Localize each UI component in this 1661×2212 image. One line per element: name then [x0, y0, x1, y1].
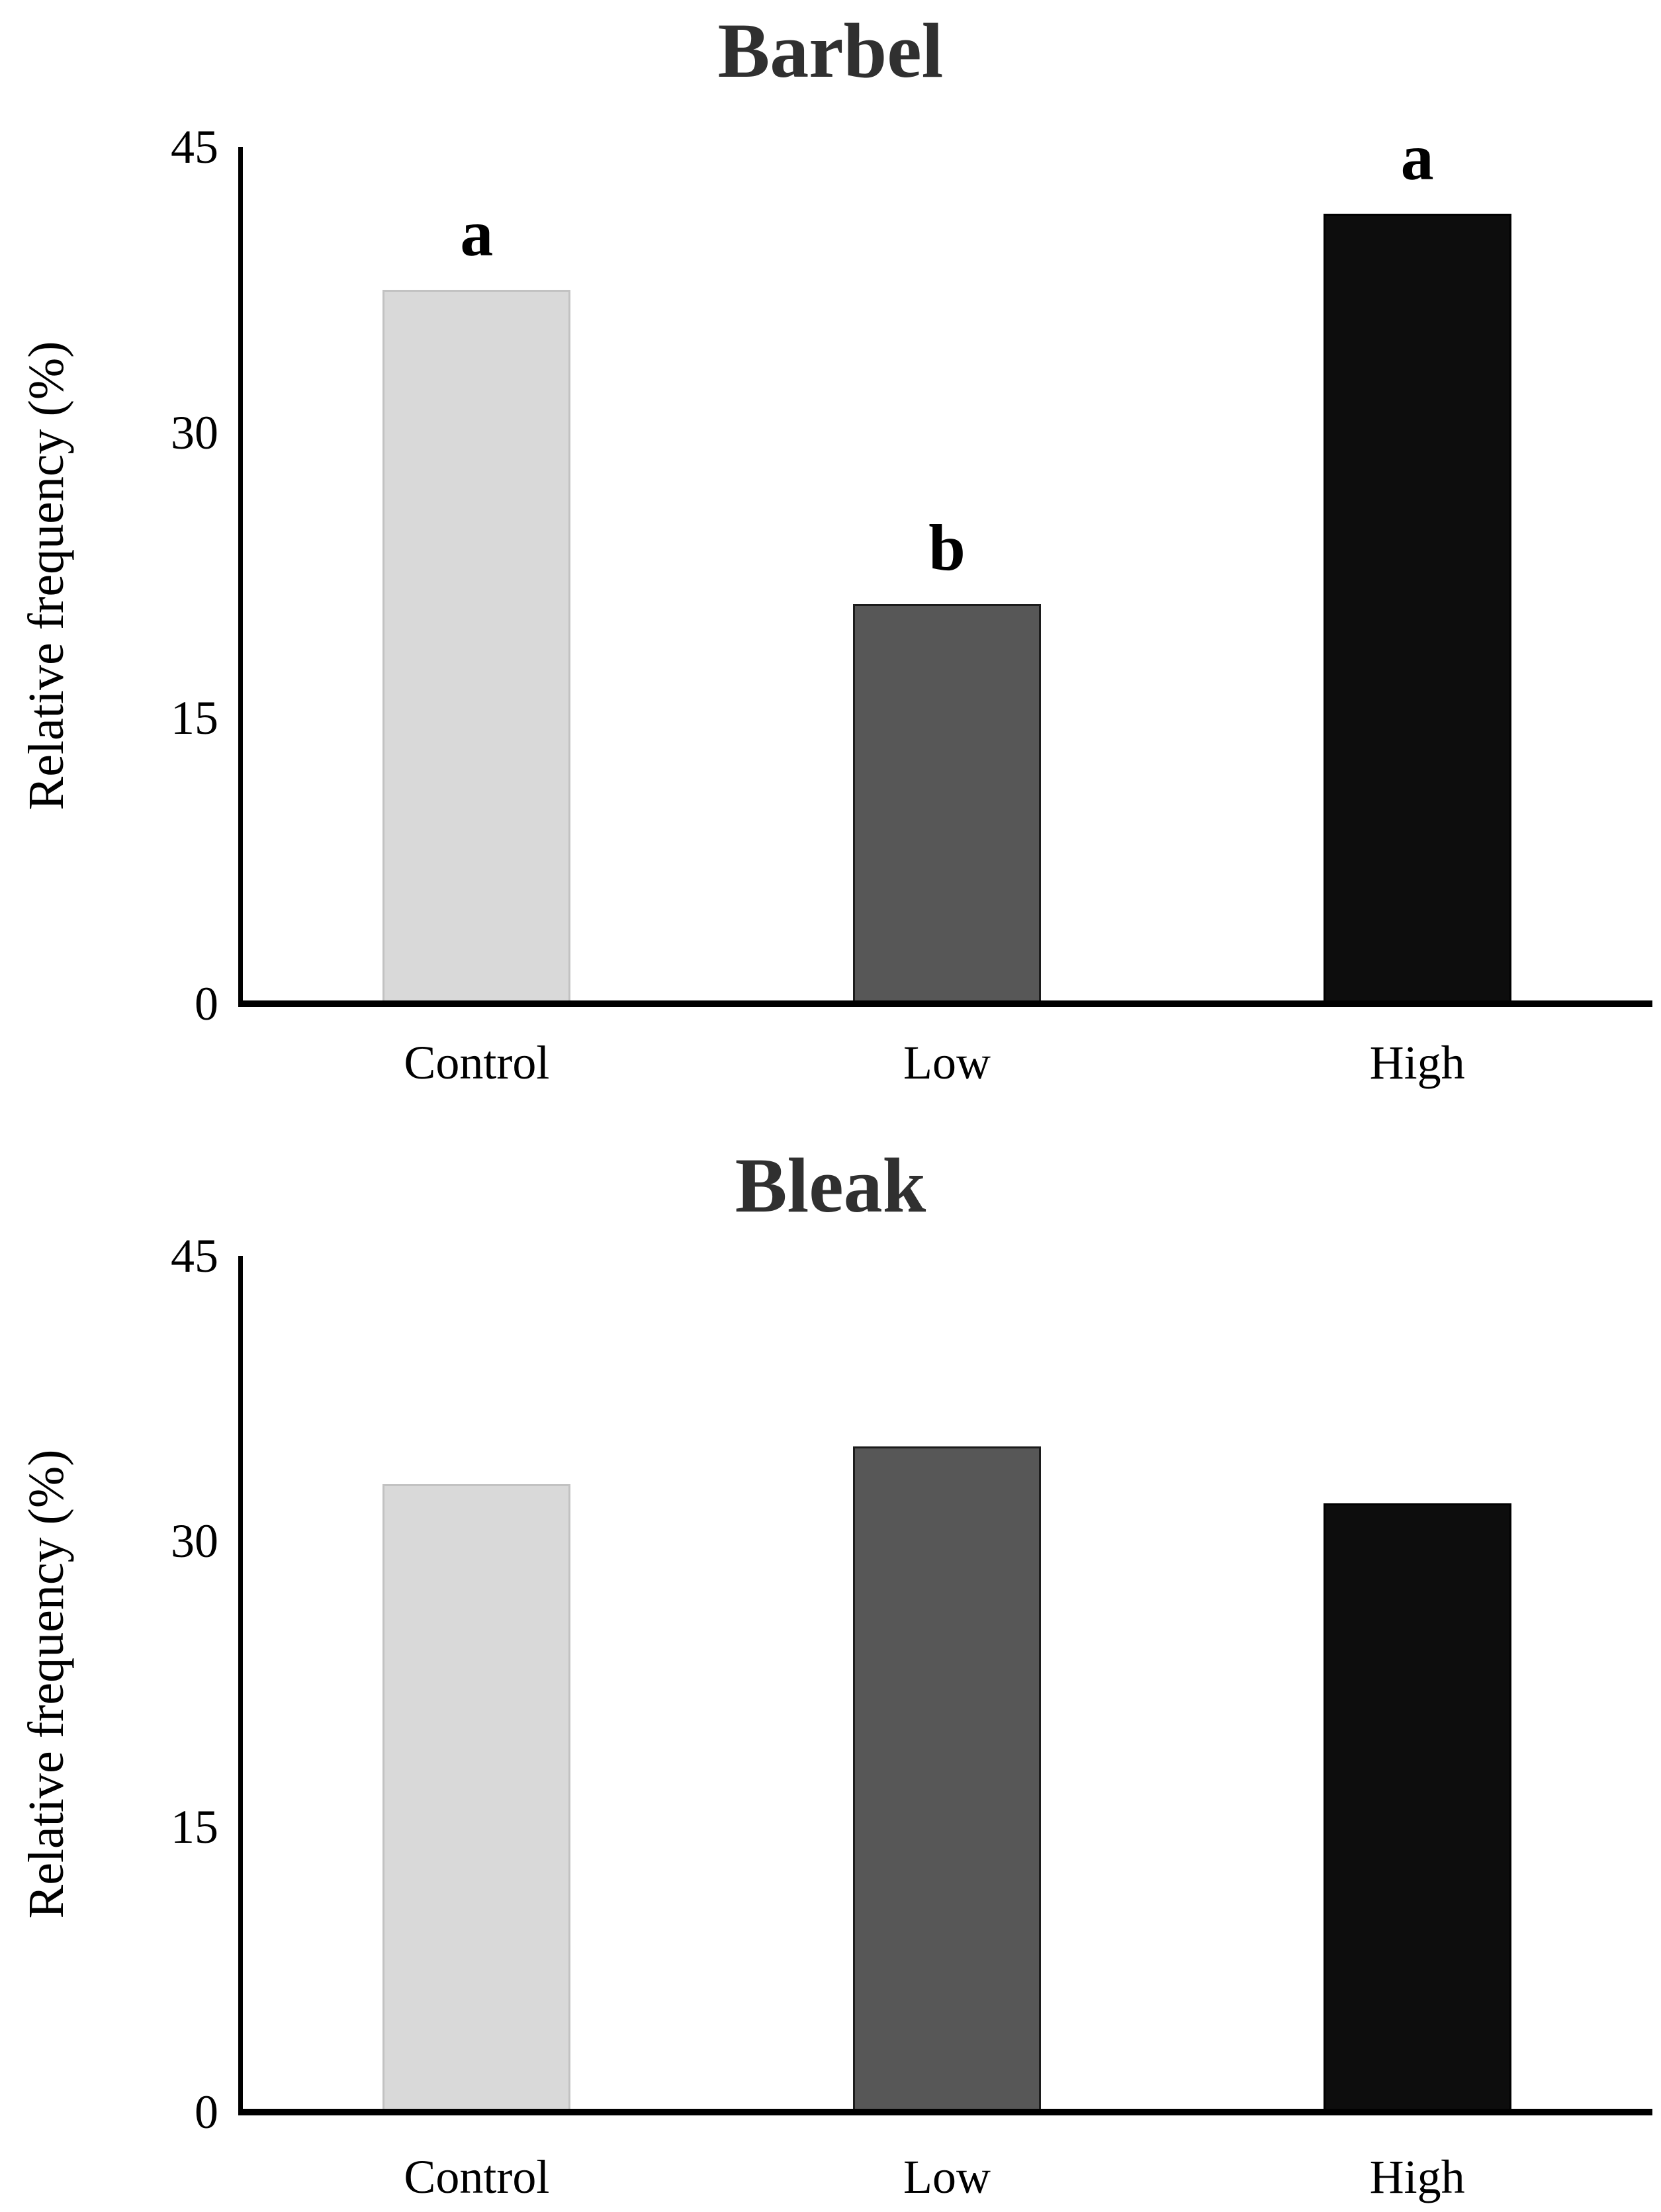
- y-axis-line: [238, 147, 243, 1007]
- y-axis-title-barbel: Relative frequency (%): [19, 341, 74, 811]
- y-tick-label-15: 15: [171, 691, 218, 745]
- bar-low: [853, 603, 1041, 1004]
- bar-control: [382, 289, 571, 1004]
- y-tick-label-15: 15: [171, 1800, 218, 1853]
- x-category-label-control: Control: [404, 1036, 550, 1089]
- significance-letter-low: b: [928, 510, 965, 584]
- y-tick-label-30: 30: [171, 406, 218, 459]
- x-category-label-control: Control: [404, 2150, 550, 2203]
- chart-title-bleak: Bleak: [735, 1142, 926, 1229]
- y-tick-label-0: 0: [195, 2086, 218, 2139]
- significance-letter-control: a: [460, 196, 494, 270]
- x-axis-line: [238, 1000, 1652, 1007]
- y-axis-line: [238, 1256, 243, 2115]
- x-category-label-low: Low: [903, 2150, 991, 2203]
- bar-high: [1323, 213, 1511, 1004]
- chart-title-barbel: Barbel: [717, 7, 944, 94]
- bar-low: [853, 1446, 1041, 2112]
- y-tick-label-45: 45: [171, 120, 218, 173]
- significance-letter-high: a: [1400, 120, 1434, 194]
- x-category-label-high: High: [1369, 1036, 1465, 1089]
- y-tick-label-45: 45: [171, 1229, 218, 1282]
- y-axis-title-bleak: Relative frequency (%): [19, 1449, 74, 1919]
- bar-high: [1323, 1503, 1511, 2112]
- bar-control: [382, 1484, 571, 2112]
- y-tick-label-0: 0: [195, 977, 218, 1030]
- x-category-label-high: High: [1369, 2150, 1465, 2203]
- x-category-label-low: Low: [903, 1036, 991, 1089]
- y-tick-label-30: 30: [171, 1515, 218, 1568]
- x-axis-line: [238, 2109, 1652, 2115]
